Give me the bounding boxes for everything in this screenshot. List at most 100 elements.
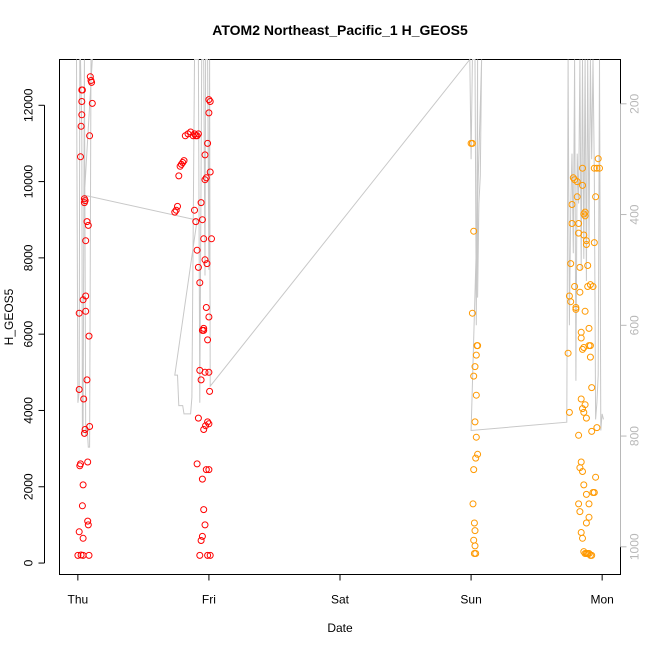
- data-point-series-1: [78, 502, 86, 510]
- data-point-series-1: [175, 172, 183, 180]
- data-point-series-2: [472, 391, 480, 399]
- data-point-series-1: [74, 551, 82, 559]
- y-tick-label: 4000: [22, 397, 36, 424]
- data-point-series-2: [581, 307, 589, 315]
- data-point-series-2: [564, 349, 572, 357]
- data-point-series-2: [582, 490, 590, 498]
- data-point-series-1: [84, 521, 92, 529]
- y-tick-label: 12000: [22, 88, 36, 122]
- data-point-series-2: [472, 433, 480, 441]
- data-point-series-1: [172, 206, 180, 214]
- data-point-series-2: [575, 431, 583, 439]
- data-point-series-1: [78, 111, 86, 119]
- data-point-series-2: [472, 550, 480, 557]
- data-point-series-1: [171, 208, 179, 216]
- data-point-series-1: [192, 218, 200, 226]
- data-point-series-2: [584, 550, 592, 557]
- data-point-series-1: [84, 517, 92, 525]
- data-point-series-1: [179, 159, 187, 166]
- data-point-series-2: [474, 450, 482, 458]
- y2-tick-label: 600: [628, 315, 642, 335]
- data-point-series-1: [77, 460, 84, 468]
- data-point-series-1: [77, 122, 85, 130]
- data-point-series-2: [576, 263, 584, 271]
- x-tick-label: Thu: [68, 593, 89, 607]
- chart-title: ATOM2 Northeast_Pacific_1 H_GEOS5: [212, 22, 468, 38]
- data-point-series-2: [580, 210, 588, 218]
- data-point-series-2: [592, 193, 600, 201]
- data-point-series-1: [84, 458, 92, 466]
- data-point-series-1: [85, 332, 93, 340]
- data-point-series-1: [205, 368, 213, 376]
- data-point-series-1: [204, 551, 212, 559]
- data-point-series-1: [193, 132, 201, 140]
- y-axis-label: H_GEOS5: [2, 288, 16, 345]
- data-point-series-2: [585, 500, 593, 508]
- data-point-series-2: [572, 304, 580, 311]
- data-point-series-1: [79, 481, 87, 489]
- data-point-series-1: [198, 475, 206, 483]
- data-point-series-2: [581, 212, 589, 220]
- data-point-series-2: [470, 466, 478, 474]
- y2-tick-label: 1000: [628, 533, 642, 560]
- data-point-series-2: [588, 384, 596, 392]
- data-point-series-2: [582, 414, 590, 422]
- y2-tick-label: 200: [628, 93, 642, 113]
- data-point-series-2: [590, 164, 598, 172]
- data-point-series-1: [200, 326, 208, 334]
- x-tick-label: Sun: [460, 593, 481, 607]
- data-point-series-1: [81, 197, 89, 205]
- data-point-series-2: [568, 220, 576, 227]
- data-point-series-1: [82, 307, 90, 315]
- data-point-series-2: [471, 418, 479, 426]
- data-point-series-2: [576, 508, 584, 516]
- data-point-series-2: [579, 534, 586, 542]
- data-point-series-2: [582, 237, 590, 245]
- data-point-series-2: [584, 262, 592, 269]
- data-point-series-2: [582, 241, 590, 248]
- y-tick-label: 2000: [22, 473, 36, 500]
- data-point-series-1: [201, 176, 209, 184]
- data-point-series-2: [596, 164, 603, 172]
- data-point-series-2: [577, 458, 585, 466]
- data-point-series-2: [472, 454, 480, 462]
- data-point-series-2: [468, 309, 476, 317]
- y2-tick-label: 400: [628, 204, 642, 224]
- pressure-trace: [76, 58, 604, 448]
- data-point-series-2: [579, 468, 586, 475]
- pressure-trace-line: [76, 58, 604, 448]
- y2-tick-label: 800: [628, 426, 642, 446]
- data-point-series-1: [193, 246, 201, 254]
- data-point-series-2: [567, 260, 575, 268]
- data-point-series-1: [205, 313, 213, 321]
- data-point-series-2: [471, 542, 479, 550]
- y-axis-right: 200 400 600 800 1000: [620, 93, 642, 560]
- data-point-series-2: [471, 363, 479, 371]
- data-point-series-1: [200, 235, 208, 243]
- y-axis-left: 0 2000 4000 6000 8000 10000 12000: [22, 88, 45, 566]
- data-point-series-1: [205, 109, 213, 117]
- data-point-series-2: [579, 181, 586, 189]
- data-point-series-2: [573, 193, 581, 201]
- data-point-series-1: [197, 537, 205, 544]
- data-point-series-2: [590, 489, 598, 496]
- y-tick-label: 0: [22, 559, 36, 566]
- data-point-series-1: [196, 551, 204, 559]
- data-point-series-1: [85, 551, 93, 559]
- data-point-series-2: [585, 513, 593, 521]
- data-point-series-1: [204, 336, 212, 344]
- data-point-series-2: [586, 281, 594, 289]
- data-point-series-1: [75, 309, 83, 317]
- data-point-series-2: [470, 372, 478, 380]
- data-point-series-2: [593, 164, 601, 172]
- x-tick-label: Mon: [590, 593, 613, 607]
- data-point-series-1: [197, 199, 205, 207]
- data-point-series-2: [581, 401, 589, 409]
- plot-frame: [59, 59, 621, 575]
- data-point-series-1: [86, 423, 94, 430]
- data-point-series-2: [592, 473, 600, 481]
- data-point-series-1: [201, 521, 209, 529]
- data-point-series-1: [88, 78, 96, 86]
- data-point-series-1: [79, 534, 87, 542]
